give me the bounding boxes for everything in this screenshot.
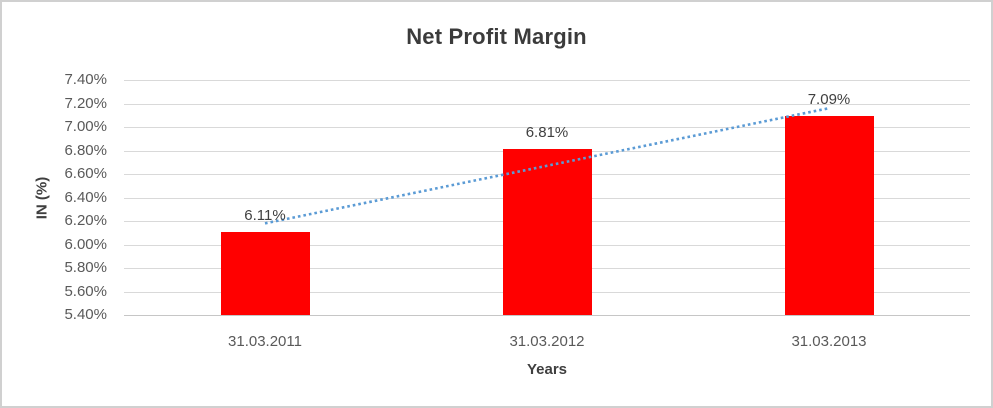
- gridline: [124, 103, 970, 105]
- y-axis-title: IN (%): [33, 176, 51, 220]
- bar-data-label: 6.11%: [244, 206, 286, 224]
- y-tick-label: 6.00%: [64, 235, 107, 253]
- bar: [502, 149, 592, 315]
- bar-data-label: 7.09%: [807, 91, 851, 109]
- x-axis-title: Years: [526, 361, 568, 378]
- bar: [784, 116, 874, 315]
- y-tick-label: 6.60%: [64, 165, 107, 182]
- y-tick-label: 7.40%: [64, 71, 107, 88]
- y-tick-label: 6.40%: [64, 188, 107, 206]
- chart-title: Net Profit Margin: [406, 24, 587, 49]
- y-tick-label: 7.00%: [64, 118, 107, 135]
- y-tick-label: 6.80%: [64, 141, 107, 159]
- y-tick-label: 5.80%: [64, 259, 107, 276]
- y-tick-label: 5.60%: [64, 282, 107, 300]
- x-tick-label: 31.03.2012: [509, 333, 585, 350]
- x-axis-line: [124, 315, 970, 316]
- bar-data-label: 6.81%: [525, 124, 569, 142]
- y-tick-label: 5.40%: [64, 306, 107, 323]
- gridline: [124, 80, 970, 81]
- x-tick-label: 31.03.2013: [791, 333, 867, 350]
- y-tick-label: 7.20%: [64, 94, 107, 112]
- x-tick-label: 31.03.2011: [228, 333, 302, 350]
- y-tick-label: 6.20%: [64, 212, 107, 229]
- bar: [220, 231, 310, 315]
